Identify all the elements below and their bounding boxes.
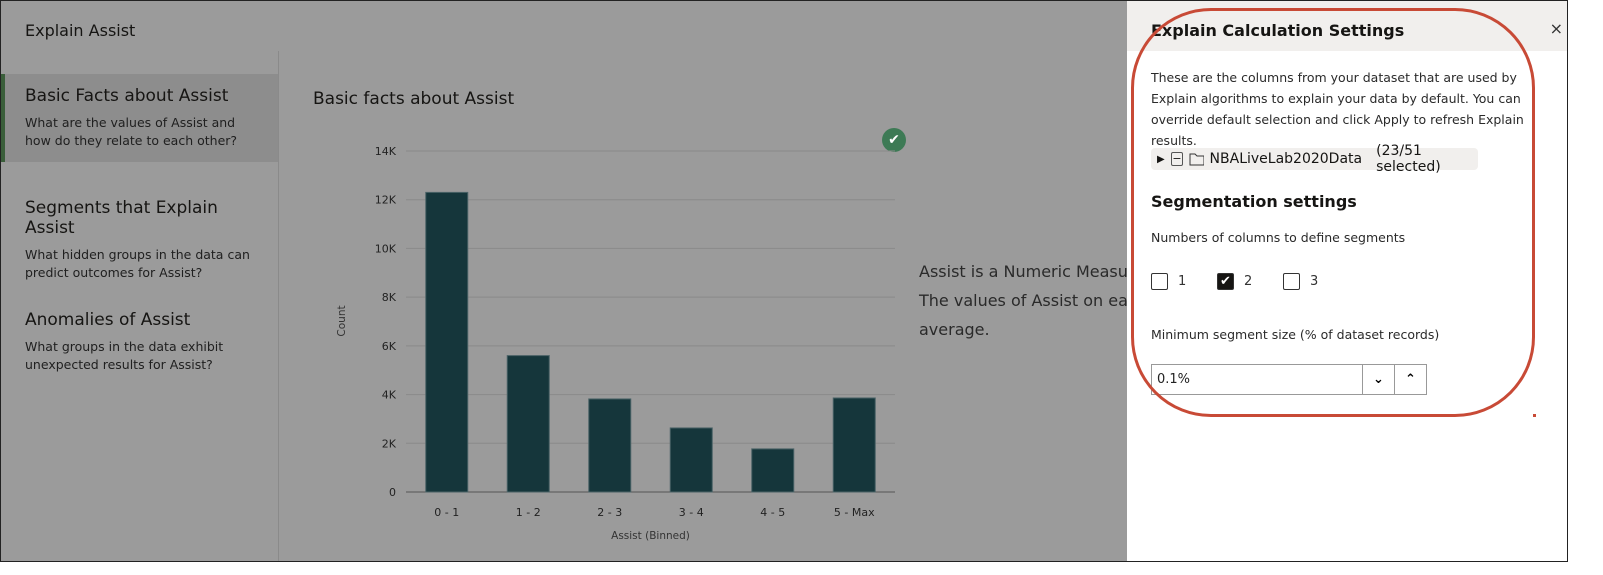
- x-tick-label: 2 - 3: [597, 506, 622, 519]
- sidebar-item-desc: What groups in the data exhibit unexpect…: [25, 339, 224, 372]
- checkbox-label: 3: [1310, 274, 1319, 289]
- selected-count: (23/51 selected): [1376, 143, 1441, 175]
- description: Assist is a Numeric Measu The values of …: [919, 257, 1128, 344]
- close-icon[interactable]: ×: [1549, 19, 1563, 38]
- bar-chart: 0 2K 4K 6K 8K 10K 12K 14K 0 - 1 1 - 2 2 - 3 3 - 4 4 …: [336, 145, 895, 542]
- check-circle-icon: ✔: [882, 128, 906, 152]
- dataset-tree-node[interactable]: ▶ − NBALiveLab2020Data (23/51 selected): [1151, 143, 1478, 175]
- checkbox-icon[interactable]: [1151, 273, 1168, 290]
- chart-title: Basic facts about Assist: [313, 89, 515, 109]
- sidebar: Basic Facts about Assist What are the va…: [1, 51, 279, 561]
- sidebar-item-title: Basic Facts about Assist: [25, 86, 229, 106]
- min-size-input[interactable]: [1152, 365, 1362, 394]
- y-tick-label: 0: [389, 486, 396, 499]
- sidebar-item-segments[interactable]: Segments that Explain Assist What hidden…: [1, 186, 278, 294]
- checkbox-label: 1: [1178, 274, 1187, 289]
- sidebar-item-desc: What are the values of Assist and how do…: [25, 115, 238, 148]
- min-size-label: Minimum segment size (% of dataset recor…: [1151, 327, 1440, 342]
- y-tick-label: 10K: [375, 242, 397, 255]
- panel-intro: These are the columns from your dataset …: [1151, 70, 1524, 148]
- y-axis-label: Count: [336, 305, 348, 336]
- bar[interactable]: [588, 398, 632, 493]
- annotation-dot: [1533, 414, 1536, 417]
- sidebar-item-title: Anomalies of Assist: [25, 310, 191, 330]
- segment-columns-checkbox-1[interactable]: 1: [1151, 273, 1186, 290]
- sidebar-item-title: Segments that Explain Assist: [25, 198, 218, 238]
- ncols-label: Numbers of columns to define segments: [1151, 230, 1406, 245]
- x-tick-label: 1 - 2: [516, 506, 541, 519]
- segmentation-heading: Segmentation settings: [1151, 192, 1357, 211]
- x-tick-label: 0 - 1: [434, 506, 459, 519]
- x-tick-label: 5 - Max: [834, 506, 875, 519]
- bar[interactable]: [425, 191, 469, 493]
- folder-icon: [1189, 153, 1204, 166]
- y-tick-label: 12K: [375, 194, 397, 207]
- bar[interactable]: [669, 427, 713, 493]
- y-tick-label: 8K: [382, 291, 397, 304]
- y-tick-label: 2K: [382, 437, 397, 450]
- sidebar-item-anomalies[interactable]: Anomalies of Assist What groups in the d…: [1, 298, 278, 386]
- caret-right-icon[interactable]: ▶: [1157, 153, 1165, 165]
- dataset-name: NBALiveLab2020Data: [1209, 151, 1363, 167]
- checkbox-label: 2: [1244, 274, 1253, 289]
- chevron-up-icon[interactable]: ⌃: [1394, 365, 1426, 394]
- x-axis-label: Assist (Binned): [611, 530, 690, 542]
- segment-columns-checkbox-2[interactable]: ✔ 2: [1217, 273, 1252, 290]
- segment-columns-checkbox-3[interactable]: 3: [1283, 273, 1318, 290]
- checkbox-checked-icon[interactable]: ✔: [1217, 273, 1234, 290]
- bar[interactable]: [751, 448, 795, 493]
- app-title: Explain Assist: [25, 21, 136, 40]
- x-tick-label: 4 - 5: [760, 506, 785, 519]
- desc-line: Assist is a Numeric Measu: [919, 262, 1128, 281]
- min-size-stepper: ⌄ ⌃: [1151, 364, 1427, 395]
- settings-panel: Explain Calculation Settings × These are…: [1127, 1, 1567, 561]
- panel-header: Explain Calculation Settings ×: [1127, 1, 1567, 51]
- checkbox-icon[interactable]: [1283, 273, 1300, 290]
- partial-select-icon[interactable]: −: [1170, 152, 1184, 166]
- y-tick-label: 6K: [382, 340, 397, 353]
- desc-line: The values of Assist on ea: [919, 291, 1128, 310]
- desc-line: average.: [919, 320, 990, 339]
- y-tick-label: 4K: [382, 389, 397, 402]
- app-window: Explain Assist Basic Facts about Assist …: [0, 0, 1568, 562]
- panel-title: Explain Calculation Settings: [1151, 21, 1405, 40]
- x-tick-label: 3 - 4: [679, 506, 704, 519]
- bar[interactable]: [506, 355, 550, 493]
- chevron-down-icon[interactable]: ⌄: [1362, 365, 1394, 394]
- sidebar-item-desc: What hidden groups in the data can predi…: [25, 247, 250, 280]
- sidebar-item-basic-facts[interactable]: Basic Facts about Assist What are the va…: [1, 74, 278, 162]
- y-tick-label: 14K: [375, 145, 397, 158]
- bar[interactable]: [832, 397, 876, 493]
